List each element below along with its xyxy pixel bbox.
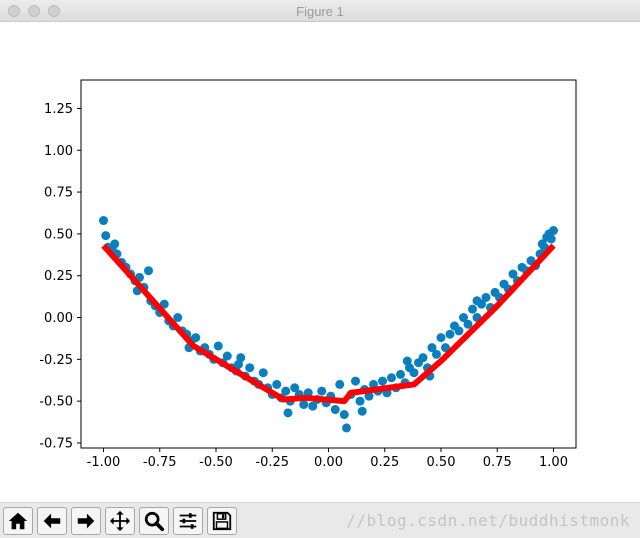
chart: -1.00 -0.75 -0.50 -0.25 0.00 0.25 0.50 0.75 1.00… xyxy=(39,79,577,470)
scatter-point xyxy=(351,376,360,386)
window-titlebar: Figure 1 xyxy=(0,0,640,22)
scatter-point xyxy=(299,400,309,410)
scatter-point xyxy=(110,239,120,249)
scatter-point xyxy=(546,234,556,244)
y-tick-label: 1.25 xyxy=(44,102,73,117)
x-tick-label: 0.50 xyxy=(427,455,456,470)
scatter-point xyxy=(283,408,293,418)
scatter-point xyxy=(245,363,255,373)
x-tick-label: -1.00 xyxy=(87,455,121,470)
y-axis: -0.75 -0.50 -0.25 0.00 0.25 0.50 0.75 1.00 1.25 xyxy=(39,102,81,451)
scatter-point xyxy=(317,386,327,396)
minimize-window-button[interactable] xyxy=(28,5,40,17)
scatter-point xyxy=(342,423,351,433)
scatter-point xyxy=(330,405,340,415)
figure-canvas[interactable]: -1.00 -0.75 -0.50 -0.25 0.00 0.25 0.50 0.75 1.00… xyxy=(0,22,640,502)
scatter-point xyxy=(432,349,441,359)
scatter-point xyxy=(308,401,318,411)
y-tick-label: -0.50 xyxy=(39,395,73,410)
scatter-point xyxy=(445,329,455,339)
scatter-point xyxy=(463,319,473,329)
zoom-window-button[interactable] xyxy=(48,5,60,17)
close-window-button[interactable] xyxy=(8,5,20,17)
scatter-point xyxy=(409,368,419,378)
scatter-point xyxy=(378,376,387,386)
scatter-point xyxy=(355,396,365,406)
navigation-toolbar: //blog.csdn.net/buddhistmonk xyxy=(0,502,640,538)
x-tick-label: 0.25 xyxy=(370,455,399,470)
scatter-point xyxy=(335,379,345,389)
scatter-point xyxy=(290,383,300,393)
scatter-point xyxy=(402,356,412,366)
sliders-icon xyxy=(179,513,197,529)
scatter-point xyxy=(418,353,428,363)
scatter-point xyxy=(234,359,243,369)
scatter-point xyxy=(144,266,153,276)
scatter-point xyxy=(191,333,201,343)
home-button[interactable] xyxy=(3,507,33,535)
y-tick-label: 0.50 xyxy=(44,227,73,242)
scatter-point xyxy=(468,304,477,314)
scatter-point xyxy=(454,326,464,336)
configure-subplots-button[interactable] xyxy=(173,507,203,535)
x-tick-label: -0.75 xyxy=(143,455,177,470)
scatter-point xyxy=(387,373,396,383)
scatter-point xyxy=(281,386,291,396)
fit-line-series xyxy=(101,243,556,405)
scatter-point xyxy=(258,368,268,378)
scatter-point xyxy=(459,313,468,323)
scatter-point xyxy=(222,351,232,361)
x-tick-label: 0.75 xyxy=(483,455,512,470)
scatter-point xyxy=(481,292,491,302)
scatter-point xyxy=(549,226,558,236)
scatter-point xyxy=(99,216,108,226)
forward-button[interactable] xyxy=(71,507,101,535)
arrow-right-icon xyxy=(77,513,95,529)
zoom-button[interactable] xyxy=(139,507,169,535)
home-icon xyxy=(8,512,28,530)
scatter-point xyxy=(101,231,111,241)
x-tick-label: -0.25 xyxy=(255,455,289,470)
arrow-left-icon xyxy=(43,513,61,529)
scatter-point xyxy=(396,369,405,379)
scatter-point xyxy=(339,410,349,420)
scatter-point xyxy=(427,343,437,353)
x-axis: -1.00 -0.75 -0.50 -0.25 0.00 0.25 0.50 0.75 1.00 xyxy=(87,448,568,470)
x-tick-label: 0.00 xyxy=(314,455,343,470)
scatter-point xyxy=(441,343,450,353)
floppy-disk-icon xyxy=(212,511,232,531)
scatter-point xyxy=(508,269,518,279)
scatter-point xyxy=(364,391,374,401)
y-tick-label: -0.75 xyxy=(39,436,73,451)
scatter-point xyxy=(357,406,367,416)
scatter-point xyxy=(173,313,183,323)
save-button[interactable] xyxy=(207,507,237,535)
plot-area xyxy=(80,79,577,449)
pan-button[interactable] xyxy=(105,507,135,535)
scatter-point xyxy=(436,333,446,343)
watermark-text: //blog.csdn.net/buddhistmonk xyxy=(346,511,630,530)
y-tick-label: -0.25 xyxy=(39,353,73,368)
move-icon xyxy=(109,510,131,532)
scatter-point xyxy=(272,379,282,389)
y-tick-label: 0.25 xyxy=(44,269,73,284)
x-tick-label: -0.50 xyxy=(199,455,233,470)
y-tick-label: 1.00 xyxy=(44,144,73,159)
x-tick-label: 1.00 xyxy=(539,455,568,470)
y-tick-label: 0.00 xyxy=(44,311,73,326)
y-tick-label: 0.75 xyxy=(44,186,73,201)
magnifier-icon xyxy=(144,511,165,532)
fit-line xyxy=(101,243,556,405)
scatter-point xyxy=(472,296,482,306)
scatter-point xyxy=(213,341,223,351)
back-button[interactable] xyxy=(37,507,67,535)
window-title: Figure 1 xyxy=(296,4,344,19)
